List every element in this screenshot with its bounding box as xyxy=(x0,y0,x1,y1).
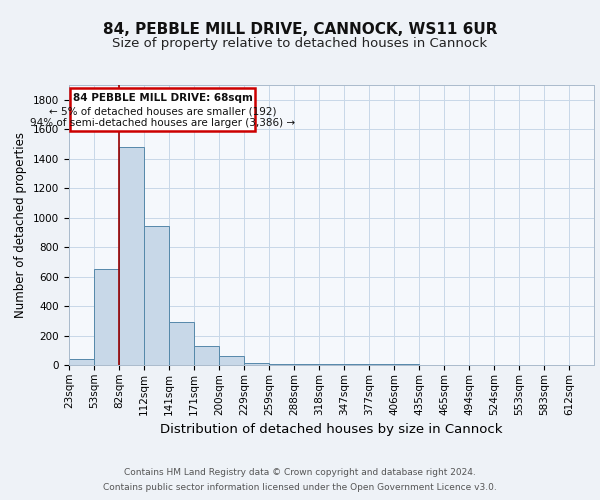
Text: 84, PEBBLE MILL DRIVE, CANNOCK, WS11 6UR: 84, PEBBLE MILL DRIVE, CANNOCK, WS11 6UR xyxy=(103,22,497,38)
Bar xyxy=(69,359,94,365)
FancyBboxPatch shape xyxy=(70,88,255,130)
Y-axis label: Number of detached properties: Number of detached properties xyxy=(14,132,28,318)
Text: Size of property relative to detached houses in Cannock: Size of property relative to detached ho… xyxy=(112,38,488,51)
Bar xyxy=(294,364,319,365)
Bar xyxy=(219,356,244,365)
Text: 84 PEBBLE MILL DRIVE: 68sqm: 84 PEBBLE MILL DRIVE: 68sqm xyxy=(73,93,253,103)
Bar xyxy=(319,364,344,365)
Text: Contains HM Land Registry data © Crown copyright and database right 2024.: Contains HM Land Registry data © Crown c… xyxy=(124,468,476,477)
Bar xyxy=(344,364,369,365)
X-axis label: Distribution of detached houses by size in Cannock: Distribution of detached houses by size … xyxy=(160,423,503,436)
Bar xyxy=(144,226,169,365)
Bar xyxy=(369,364,394,365)
Text: ← 5% of detached houses are smaller (192): ← 5% of detached houses are smaller (192… xyxy=(49,106,277,116)
Bar xyxy=(94,269,119,365)
Bar xyxy=(394,364,419,365)
Text: 94% of semi-detached houses are larger (3,386) →: 94% of semi-detached houses are larger (… xyxy=(30,118,295,128)
Bar xyxy=(194,346,219,365)
Bar xyxy=(244,363,269,365)
Bar xyxy=(119,147,144,365)
Bar xyxy=(269,364,294,365)
Text: Contains public sector information licensed under the Open Government Licence v3: Contains public sector information licen… xyxy=(103,483,497,492)
Bar xyxy=(169,322,194,365)
